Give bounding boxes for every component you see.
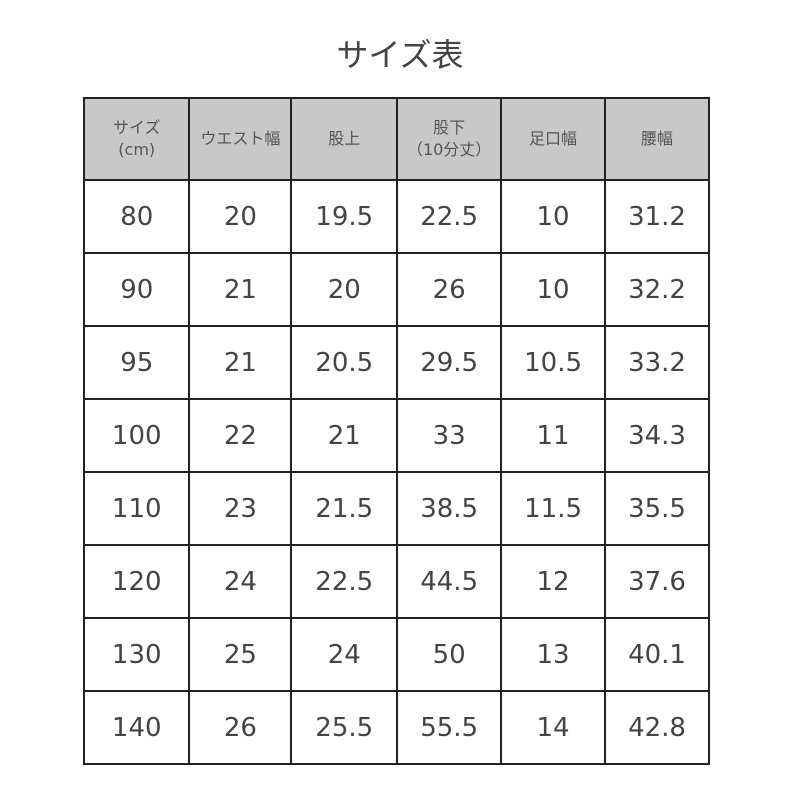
column-header: サイズ (cm) (82, 97, 191, 181)
header-line: 足口幅 (529, 129, 578, 148)
table-row: 95 21 20.5 29.5 10.5 33.2 (82, 325, 710, 400)
table-cell: 26 (396, 252, 503, 327)
table-cell: 34.3 (604, 398, 710, 473)
table-cell: 50 (396, 617, 503, 692)
table-cell: 24 (290, 617, 399, 692)
table-cell: 20.5 (290, 325, 399, 400)
table-row: 80 20 19.5 22.5 10 31.2 (82, 179, 710, 254)
table-cell: 10 (500, 179, 607, 254)
table-cell: 120 (82, 544, 191, 619)
table-cell: 31.2 (604, 179, 710, 254)
table-cell: 130 (82, 617, 191, 692)
table-row: 130 25 24 50 13 40.1 (82, 617, 710, 692)
table-cell: 24 (188, 544, 293, 619)
table-cell: 21 (188, 325, 293, 400)
table-cell: 37.6 (604, 544, 710, 619)
header-line: 腰幅 (641, 129, 674, 148)
table-cell: 32.2 (604, 252, 710, 327)
table-cell: 35.5 (604, 471, 710, 546)
column-header: 足口幅 (500, 97, 607, 181)
header-line: 股上 (328, 129, 361, 148)
page-title: サイズ表 (336, 36, 464, 74)
column-header: ウエスト幅 (188, 97, 293, 181)
table-row: 140 26 25.5 55.5 14 42.8 (82, 690, 710, 765)
table-cell: 80 (82, 179, 191, 254)
table-cell: 44.5 (396, 544, 503, 619)
table-cell: 14 (500, 690, 607, 765)
table-row: 120 24 22.5 44.5 12 37.6 (82, 544, 710, 619)
header-line: (cm) (118, 140, 156, 159)
table-cell: 21 (290, 398, 399, 473)
table-cell: 42.8 (604, 690, 710, 765)
column-header: 腰幅 (604, 97, 710, 181)
table-cell: 10.5 (500, 325, 607, 400)
table-cell: 29.5 (396, 325, 503, 400)
table-cell: 33 (396, 398, 503, 473)
table-cell: 11 (500, 398, 607, 473)
table-cell: 25 (188, 617, 293, 692)
table-cell: 21.5 (290, 471, 399, 546)
table-cell: 20 (188, 179, 293, 254)
table-cell: 40.1 (604, 617, 710, 692)
header-line: サイズ (112, 118, 161, 137)
table-row: 100 22 21 33 11 34.3 (82, 398, 710, 473)
table-cell: 22.5 (396, 179, 503, 254)
table-cell: 55.5 (396, 690, 503, 765)
table-cell: 13 (500, 617, 607, 692)
header-line: （10分丈） (406, 140, 492, 159)
column-header: 股上 (290, 97, 399, 181)
table-cell: 20 (290, 252, 399, 327)
table-row: 110 23 21.5 38.5 11.5 35.5 (82, 471, 710, 546)
table-cell: 19.5 (290, 179, 399, 254)
table-cell: 90 (82, 252, 191, 327)
size-table: サイズ (cm) ウエスト幅 股上 股下 （10分丈） 足口幅 腰幅 80 20 19.5 22.5… (82, 97, 710, 765)
header-line: ウエスト幅 (200, 129, 281, 148)
column-header: 股下 （10分丈） (396, 97, 503, 181)
table-cell: 25.5 (290, 690, 399, 765)
table-cell: 11.5 (500, 471, 607, 546)
table-cell: 110 (82, 471, 191, 546)
table-row: 90 21 20 26 10 32.2 (82, 252, 710, 327)
table-cell: 22 (188, 398, 293, 473)
header-line: 股下 (433, 118, 466, 137)
table-cell: 140 (82, 690, 191, 765)
table-cell: 100 (82, 398, 191, 473)
table-cell: 12 (500, 544, 607, 619)
table-cell: 33.2 (604, 325, 710, 400)
table-cell: 10 (500, 252, 607, 327)
table-cell: 23 (188, 471, 293, 546)
table-cell: 22.5 (290, 544, 399, 619)
table-cell: 38.5 (396, 471, 503, 546)
table-cell: 95 (82, 325, 191, 400)
table-cell: 26 (188, 690, 293, 765)
table-cell: 21 (188, 252, 293, 327)
